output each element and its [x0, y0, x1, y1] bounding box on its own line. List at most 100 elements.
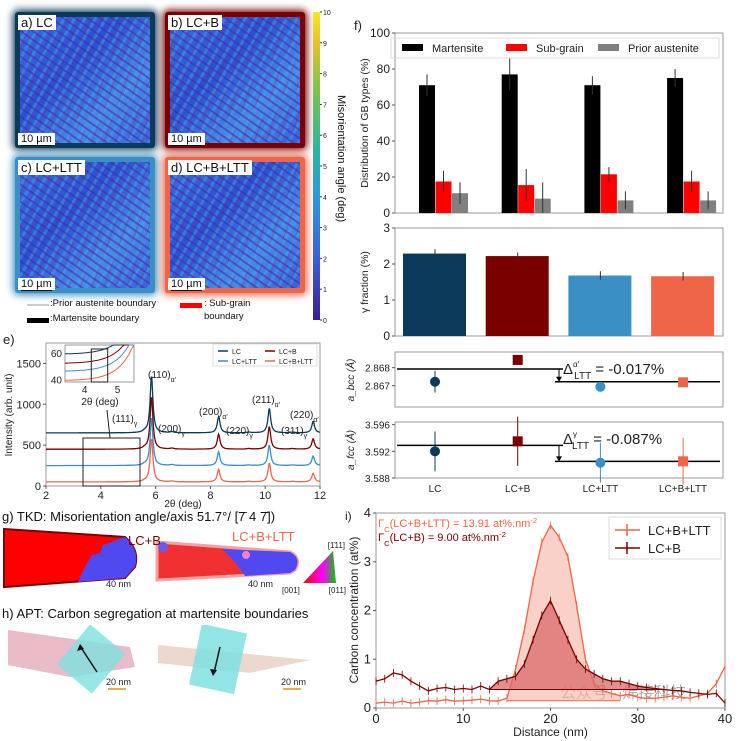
data-point [430, 376, 440, 387]
data-point [595, 381, 606, 392]
tkd-label-right: LC+B+LTT [232, 529, 295, 544]
inset-x-tick-label: 5 [115, 385, 121, 396]
y-tick-label: 1 [364, 651, 371, 666]
peak-label: (311)γ [281, 426, 308, 440]
colorbar-tick-label: 9 [323, 41, 327, 48]
y-tick-label: 0 [364, 700, 371, 715]
x-tick-label: 40 [718, 711, 732, 726]
colorbar-tick-label: 2 [323, 256, 327, 263]
bar-gamma-fraction [403, 253, 466, 336]
ipf-label-left: [001] [282, 586, 300, 595]
peak-label: (110)α′ [148, 370, 177, 384]
panel-h-title: h) APT: Carbon segregation at martensite… [2, 606, 309, 621]
peak-label-sub: α′ [171, 377, 177, 384]
data-point [512, 436, 523, 447]
x-tick-label: LC+B+LTT [659, 484, 707, 495]
y-tick-label: 3.588 [365, 474, 390, 485]
y-tick-label: 2.867 [365, 382, 390, 393]
y-tick-label: 3 [364, 554, 371, 569]
colorbar-tick-label: 10 [323, 10, 331, 17]
y-tick-label: 500 [23, 440, 41, 452]
tkd-grain-blue [78, 537, 137, 582]
legend-label: LC [232, 349, 241, 356]
delta-annotation: Δγ LTT = -0.087% [563, 430, 662, 452]
peak-label-sub: α′ [313, 417, 319, 424]
y-tick-label: 0 [383, 329, 390, 343]
excess-annotation-text: (LC+B+LTT) = 13.91 at%.nm [390, 518, 531, 530]
colorbar-tick-label: 5 [323, 164, 327, 171]
inset-curve [65, 344, 135, 381]
data-point [678, 377, 689, 388]
y-tick-label: 3 [383, 221, 390, 235]
colorbar-tick-label: 6 [323, 133, 327, 140]
tkd-grain-blue [222, 549, 298, 576]
x-tick-label: 0 [372, 711, 379, 726]
zoom-box [82, 437, 141, 487]
colorbar-tick-label: 7 [323, 102, 327, 109]
ebsd-map-lc-b-ltt: d) LC+B+LTT 10 µm [165, 157, 305, 293]
colorbar-tick-label: 4 [323, 195, 327, 202]
bar-sub-grain [600, 174, 617, 213]
arrow-head-icon [556, 456, 562, 462]
legend-label: LC+LTT [232, 359, 258, 366]
legend-label: LC+B [648, 541, 681, 556]
y-axis-label-abcc: a_bcc (Å) [344, 359, 357, 402]
y-tick-label: 40 [377, 134, 391, 148]
ebsd-map-lc-ltt: c) LC+LTT 10 µm [15, 157, 155, 293]
inset-y-tick-label: 60 [51, 349, 63, 360]
peak-label-sub: γ [249, 433, 253, 440]
excess-area-lc-b [489, 600, 664, 690]
bar-gamma-fraction [651, 276, 715, 336]
arrow-head-icon [210, 669, 217, 676]
colorbar [313, 12, 320, 320]
y-axis-label: Intensity (arb. unit) [4, 374, 15, 457]
data-point [430, 446, 440, 457]
y-tick-label: 100 [370, 26, 390, 40]
legend-label: LC+B+LTT [279, 359, 313, 366]
legend-swatch [402, 44, 423, 51]
excess-annotation-sub: C [384, 525, 390, 534]
inset-y-tick-label: 40 [51, 375, 63, 386]
tkd-grain-dot [242, 551, 250, 559]
y-axis-label: Distribution of GB types (%) [359, 58, 371, 188]
peak-label-sub: α′ [222, 414, 228, 421]
peak-label: (200)α′ [199, 407, 228, 421]
delta-sub: LTT [572, 441, 589, 452]
data-point [512, 354, 523, 365]
colorbar-tick-label: 3 [323, 226, 327, 233]
bar-martensite [667, 78, 684, 213]
legend-label: Martensite [432, 43, 483, 55]
scale-bar: 10 µm [168, 278, 205, 291]
x-axis-label: 2θ (deg) [164, 499, 201, 510]
peak-label: (220)α′ [290, 410, 319, 424]
y-tick-label: 0 [35, 481, 41, 493]
bar-martensite [501, 74, 518, 214]
y-tick-label: 4 [364, 505, 371, 520]
y-tick-label: 80 [377, 62, 391, 76]
x-tick-label: 8 [207, 490, 213, 502]
panel-e-label: e) [3, 332, 15, 347]
legend-subgrain: : Sub-grain [204, 298, 251, 309]
scale-bar: 40 nm [248, 579, 273, 589]
tkd-grain-dot [158, 542, 168, 552]
scale-bar: 40 nm [106, 579, 131, 589]
peak-label: (200)γ [158, 424, 185, 438]
legend-label: LC+B [279, 349, 297, 356]
zoom-arrow [106, 409, 111, 439]
inset-curve [65, 344, 134, 364]
legend-label: LC+B+LTT [648, 523, 711, 538]
panel-f-label: f) [354, 18, 362, 33]
excess-annotation-sup: -2 [499, 530, 506, 539]
peak-label: (211)α′ [252, 395, 281, 409]
y-tick-label: 20 [377, 170, 391, 184]
inset-zoom-box [90, 348, 109, 383]
legend-label: Sub-grain [536, 43, 584, 55]
x-tick-label: LC+B [505, 484, 531, 495]
scale-bar: 20 nm [106, 677, 131, 687]
panel-label: b) LC+B [168, 15, 223, 30]
x-tick-label: 30 [631, 711, 645, 726]
peak-label-sub: α′ [275, 402, 281, 409]
delta-sup: γ [573, 430, 577, 439]
